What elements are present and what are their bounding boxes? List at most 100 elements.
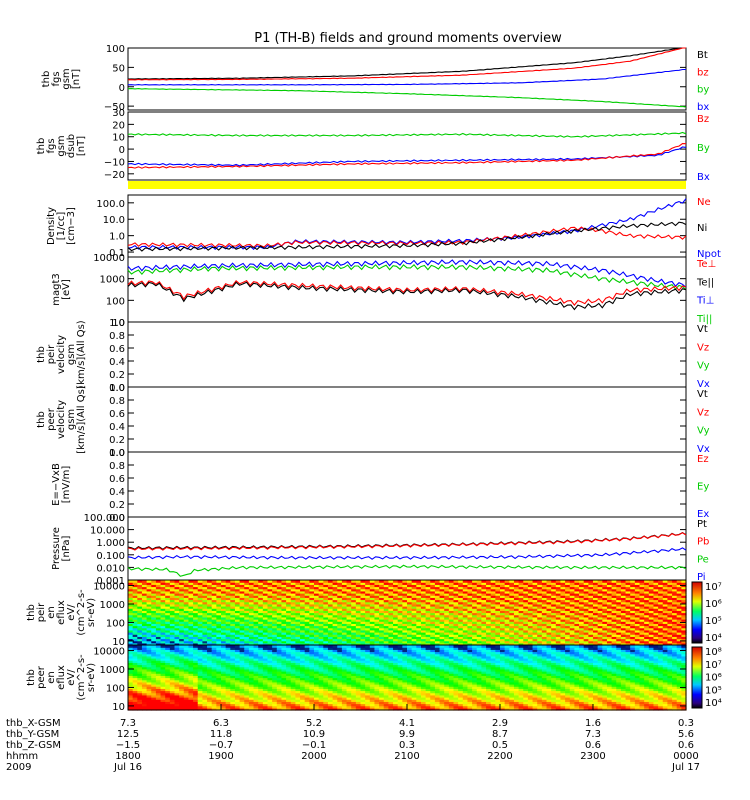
heatmap-cell (128, 595, 134, 598)
heatmap-cell (207, 697, 213, 700)
heatmap-cell (658, 634, 664, 637)
heatmap-cell (420, 625, 427, 629)
heatmap-cell (555, 619, 562, 622)
heatmap-cell (221, 625, 227, 629)
heatmap-cell (351, 627, 357, 631)
heatmap-cell (193, 662, 199, 666)
heatmap-cell (281, 601, 287, 605)
heatmap-cell (332, 612, 338, 616)
heatmap-cell (253, 580, 259, 583)
heatmap-cell (248, 632, 255, 635)
heatmap-cell (244, 623, 250, 627)
heatmap-cell (128, 642, 134, 646)
heatmap-cell (295, 638, 301, 642)
heatmap-cell (151, 703, 157, 707)
heatmap-cell (434, 601, 441, 605)
heatmap-cell (211, 694, 217, 698)
heatmap-cell (602, 621, 608, 624)
heatmap-cell (323, 629, 329, 633)
heatmap-cell (165, 697, 171, 700)
heatmap-cell (625, 642, 631, 646)
heatmap-cell (383, 616, 389, 620)
heatmap-cell (388, 612, 394, 616)
heatmap-cell (574, 619, 580, 622)
heatmap-cell (513, 638, 520, 642)
heatmap-cell (197, 606, 203, 609)
heatmap-cell (565, 621, 571, 624)
heatmap-cell (490, 638, 496, 642)
heatmap-cell (141, 697, 148, 700)
heatmap-cell (225, 662, 231, 666)
heatmap-cell (527, 640, 534, 644)
heatmap-cell (234, 612, 241, 616)
heatmap-cell (458, 601, 464, 605)
heatmap-cell (165, 588, 171, 592)
heatmap-cell (155, 608, 162, 611)
heatmap-cell (137, 593, 143, 596)
heatmap-cell (509, 623, 515, 627)
heatmap-cell (662, 586, 668, 590)
heatmap-cell (425, 636, 431, 640)
y-tick-label: 0.1 (109, 248, 125, 259)
heatmap-cell (411, 634, 417, 637)
heatmap-cell (290, 666, 296, 670)
heatmap-cell (583, 638, 589, 642)
heatmap-cell (653, 636, 659, 640)
heatmap-cell (197, 612, 203, 616)
heatmap-cell (523, 606, 529, 609)
heatmap-cell (574, 597, 580, 601)
heatmap-cell (481, 623, 487, 627)
heatmap-cell (188, 590, 194, 594)
heatmap-cell (681, 599, 687, 603)
heatmap-cell (197, 619, 203, 622)
heatmap-cell (286, 590, 292, 594)
heatmap-cell (160, 623, 166, 627)
heatmap-cell (658, 608, 664, 611)
heatmap-cell (560, 636, 566, 640)
heatmap-cell (216, 697, 222, 700)
heatmap-cell (560, 610, 566, 614)
heatmap-cell (146, 645, 152, 648)
heatmap-cell (272, 666, 278, 670)
heatmap-cell (504, 590, 510, 594)
heatmap-cell (681, 640, 687, 644)
heatmap-cell (174, 588, 180, 592)
heatmap-cell (202, 707, 208, 711)
heatmap-cell (262, 616, 269, 620)
heatmap-cell (146, 606, 152, 609)
heatmap-cell (141, 616, 148, 620)
heatmap-cell (221, 688, 227, 692)
heatmap-cell (393, 588, 399, 592)
heatmap-cell (355, 623, 362, 627)
heatmap-cell (402, 616, 408, 620)
heatmap-cell (388, 588, 394, 592)
heatmap-cell (160, 616, 166, 620)
heatmap-cell (318, 625, 324, 629)
heatmap-cell (197, 629, 203, 633)
heatmap-cell (616, 634, 622, 637)
heatmap-cell (248, 651, 255, 655)
heatmap-cell (504, 642, 510, 646)
heatmap-cell (179, 655, 185, 659)
heatmap-cell (481, 599, 487, 603)
heatmap-cell (439, 638, 445, 642)
y-tick-label: 10 (112, 133, 125, 144)
heatmap-cell (420, 582, 427, 585)
heatmap-cell (667, 640, 673, 644)
heatmap-cell (551, 608, 557, 611)
heatmap-cell (174, 688, 180, 692)
heatmap-cell (509, 625, 515, 629)
heatmap-cell (509, 612, 515, 616)
heatmap-cell (518, 627, 524, 631)
heatmap-cell (323, 636, 329, 640)
heatmap-cell (462, 593, 469, 596)
heatmap-cell (267, 653, 273, 657)
heatmap-cell (165, 690, 171, 694)
heatmap-cell (462, 638, 469, 642)
heatmap-cell (225, 688, 231, 692)
heatmap-cell (128, 597, 134, 601)
heatmap-cell (225, 590, 231, 594)
heatmap-cell (132, 658, 138, 661)
heatmap-cell (314, 588, 320, 592)
heatmap-cell (304, 586, 310, 590)
